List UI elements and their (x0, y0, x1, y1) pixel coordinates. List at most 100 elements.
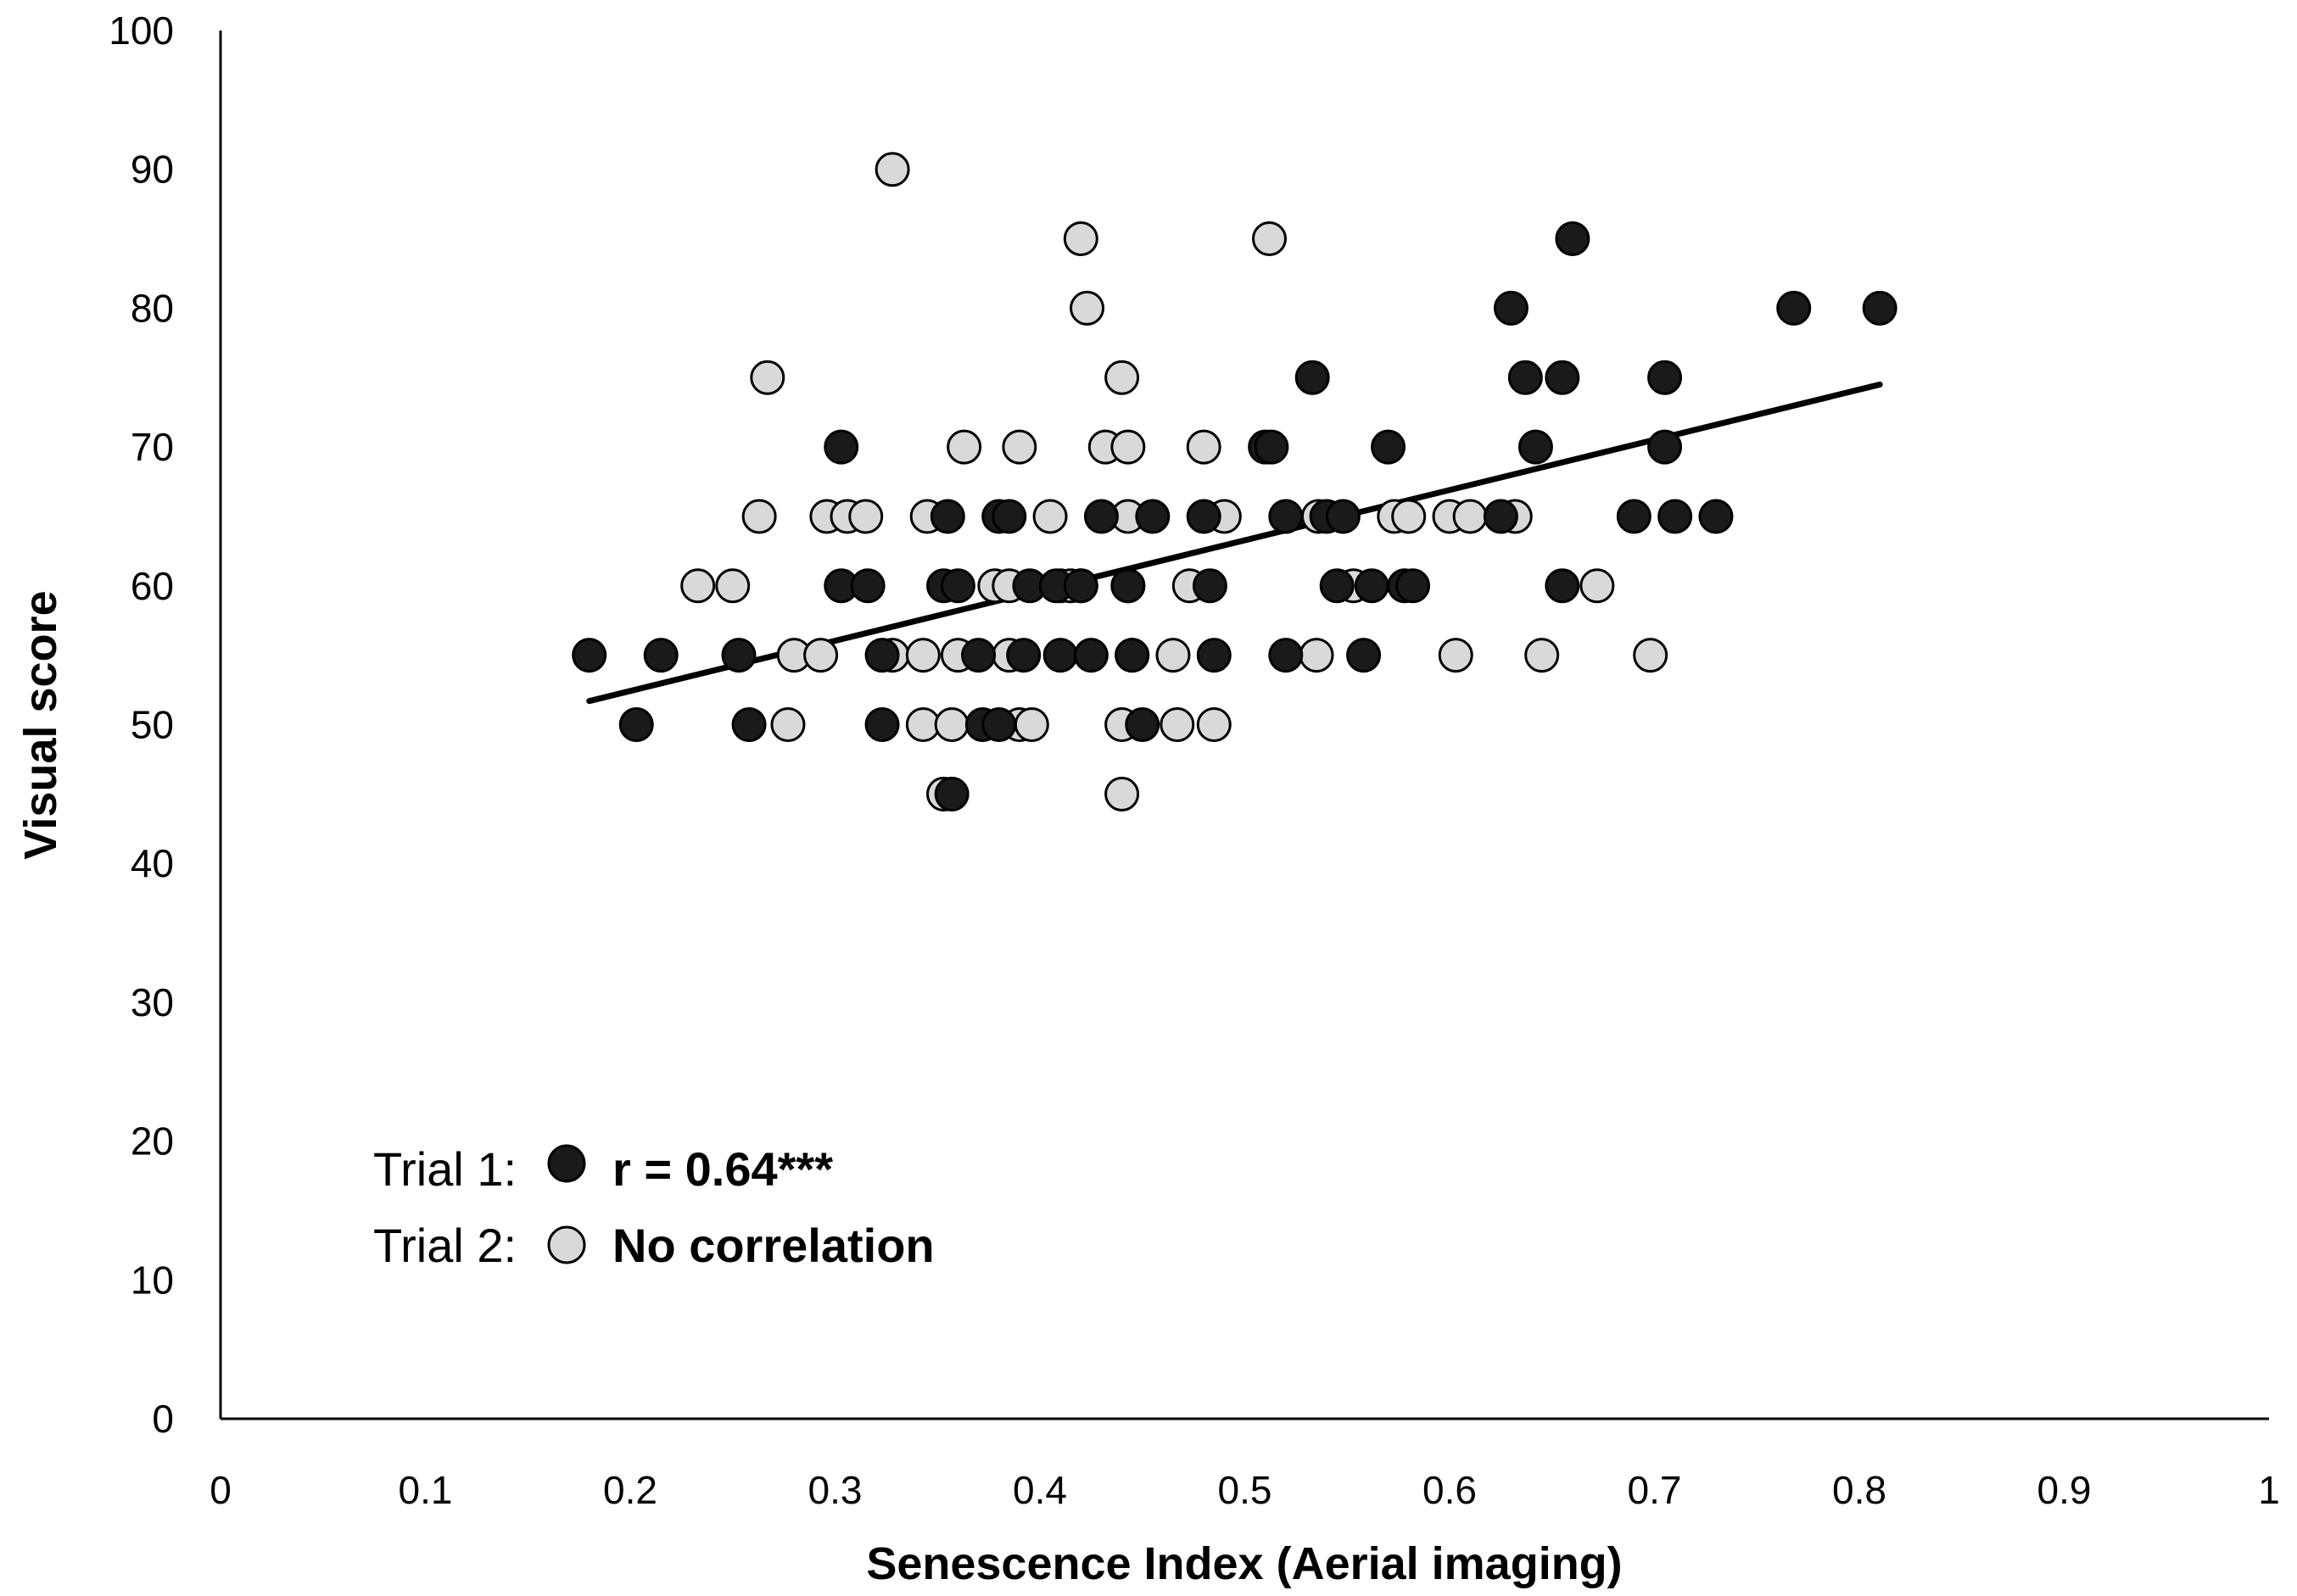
data-point-trial-2 (905, 638, 941, 673)
x-tick-label: 0.5 (1218, 1468, 1272, 1512)
data-point-trial-2 (848, 499, 884, 534)
y-tick-label: 80 (131, 286, 174, 330)
data-point-trial-1 (1115, 638, 1150, 673)
data-point-trial-1 (1294, 360, 1330, 395)
data-point-trial-1 (1354, 568, 1389, 604)
data-point-trial-1 (618, 707, 654, 742)
data-point-trial-1 (1507, 360, 1543, 395)
y-tick-label: 60 (131, 564, 174, 608)
data-point-trial-1 (1063, 568, 1098, 604)
data-point-trial-1 (1196, 638, 1232, 673)
x-tick-label: 0.7 (1628, 1468, 1682, 1512)
legend-marker-trial-1 (547, 1144, 586, 1183)
data-point-trial-1 (643, 638, 679, 673)
data-point-trial-1 (1545, 360, 1580, 395)
data-point-trial-1 (930, 499, 965, 534)
data-point-trial-2 (680, 568, 716, 604)
x-tick-label: 0.1 (399, 1468, 453, 1512)
data-point-trial-2 (1110, 429, 1146, 465)
data-point-trial-1 (731, 707, 767, 742)
data-point-trial-2 (1063, 221, 1098, 257)
y-axis-title: Visual score (15, 590, 66, 859)
data-point-trial-1 (850, 568, 886, 604)
data-point-trial-1 (1254, 429, 1289, 465)
y-tick-label: 20 (131, 1119, 174, 1164)
data-point-trial-1 (1125, 707, 1160, 742)
y-tick-label: 10 (131, 1258, 174, 1302)
data-point-trial-1 (824, 429, 859, 465)
data-point-trial-2 (741, 499, 777, 534)
data-point-trial-2 (1104, 776, 1140, 812)
data-point-trial-2 (1299, 638, 1334, 673)
data-point-trial-1 (934, 776, 970, 812)
data-point-trial-2 (1155, 638, 1191, 673)
data-point-trial-1 (1319, 568, 1355, 604)
x-tick-label: 1 (2258, 1468, 2280, 1512)
data-point-trial-2 (934, 707, 970, 742)
data-point-trial-1 (1647, 360, 1683, 395)
data-point-trial-1 (1647, 429, 1683, 465)
data-point-trial-1 (1862, 290, 1897, 326)
legend-note-trial-1: r = 0.64*** (612, 1142, 833, 1196)
data-point-trial-1 (1042, 638, 1078, 673)
data-point-trial-2 (1251, 221, 1287, 257)
x-tick-label: 0.8 (1832, 1468, 1886, 1512)
legend-label-trial-2: Trial 2: (373, 1219, 517, 1272)
y-tick-labels: 0 10 20 30 40 50 60 70 80 90 100 (109, 8, 174, 1441)
y-tick-label: 70 (131, 425, 174, 469)
y-tick-label: 40 (131, 841, 174, 885)
data-point-trial-2 (1032, 499, 1068, 534)
data-point-trial-1 (1268, 638, 1304, 673)
data-point-trial-1 (1545, 568, 1580, 604)
data-point-trial-1 (1657, 499, 1693, 534)
legend-label-trial-1: Trial 1: (373, 1142, 517, 1196)
x-tick-label: 0.6 (1422, 1468, 1477, 1512)
data-point-trial-1 (572, 638, 607, 673)
data-point-trial-1 (1346, 638, 1382, 673)
data-point-trial-1 (864, 638, 900, 673)
data-point-trial-2 (1633, 638, 1668, 673)
data-point-trial-1 (1395, 568, 1431, 604)
data-point-trial-1 (1517, 429, 1553, 465)
data-point-trial-1 (1776, 290, 1812, 326)
y-tick-label: 100 (109, 8, 174, 53)
data-point-trial-2 (1391, 499, 1427, 534)
data-point-trial-1 (981, 707, 1017, 742)
data-point-trial-2 (1196, 707, 1232, 742)
data-point-trial-1 (961, 638, 997, 673)
data-point-trial-1 (1192, 568, 1227, 604)
data-point-trial-2 (947, 429, 982, 465)
data-point-trial-1 (1371, 429, 1406, 465)
legend-note-trial-2: No correlation (612, 1219, 935, 1272)
x-tick-labels: 0 0.1 0.2 0.3 0.4 0.5 0.6 0.7 0.8 0.9 1 (210, 1468, 2280, 1512)
data-point-trial-2 (1579, 568, 1615, 604)
x-tick-label: 0.3 (808, 1468, 863, 1512)
legend-marker-trial-2 (547, 1225, 586, 1264)
data-point-trial-2 (1186, 429, 1221, 465)
data-point-trial-2 (1002, 429, 1037, 465)
x-axis-title: Senescence Index (Aerial imaging) (866, 1538, 1622, 1589)
x-tick-label: 0.2 (603, 1468, 657, 1512)
y-tick-label: 90 (131, 148, 174, 192)
data-point-trial-1 (1268, 499, 1304, 534)
data-point-trial-2 (715, 568, 751, 604)
data-point-trial-1 (1110, 568, 1146, 604)
data-point-trial-1 (1493, 290, 1529, 326)
data-point-trial-2 (1438, 638, 1473, 673)
axes (219, 31, 2269, 1420)
data-point-trial-2 (803, 638, 839, 673)
data-point-trial-2 (770, 707, 806, 742)
x-tick-label: 0 (210, 1468, 232, 1512)
data-point-trial-1 (721, 638, 757, 673)
data-point-trial-1 (1073, 638, 1109, 673)
data-point-trial-2 (1160, 707, 1195, 742)
y-tick-label: 30 (131, 980, 174, 1024)
data-point-trial-2 (875, 152, 910, 187)
data-point-trial-1 (992, 499, 1027, 534)
y-tick-label: 0 (152, 1397, 174, 1441)
data-point-trial-1 (1616, 499, 1651, 534)
y-tick-label: 50 (131, 703, 174, 747)
data-point-trial-2 (1104, 360, 1140, 395)
data-point-trial-2 (1524, 638, 1560, 673)
